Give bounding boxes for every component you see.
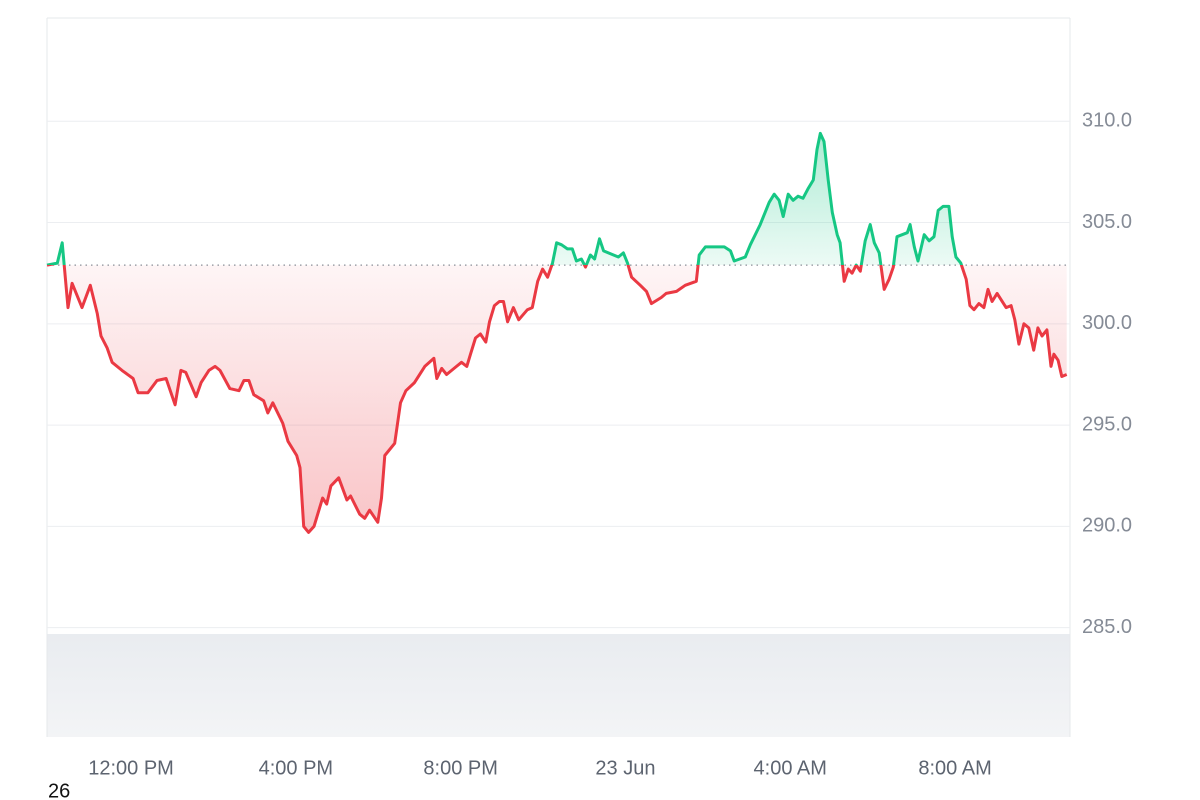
y-tick-label: 295.0 — [1082, 413, 1132, 435]
x-tick-label: 8:00 AM — [918, 757, 991, 779]
y-tick-label: 285.0 — [1082, 616, 1132, 638]
y-tick-label: 290.0 — [1082, 515, 1132, 537]
y-tick-label: 305.0 — [1082, 211, 1132, 233]
volume-band — [47, 634, 1070, 737]
price-area — [47, 133, 1067, 533]
corner-label: 26 — [48, 780, 70, 800]
x-tick-label: 4:00 AM — [754, 757, 827, 779]
y-tick-label: 310.0 — [1082, 110, 1132, 132]
y-tick-label: 300.0 — [1082, 312, 1132, 334]
x-tick-label: 4:00 PM — [259, 757, 333, 779]
x-tick-label: 12:00 PM — [88, 757, 174, 779]
x-tick-label: 23 Jun — [595, 757, 655, 779]
price-line — [46, 131, 1068, 534]
x-tick-label: 8:00 PM — [423, 757, 497, 779]
